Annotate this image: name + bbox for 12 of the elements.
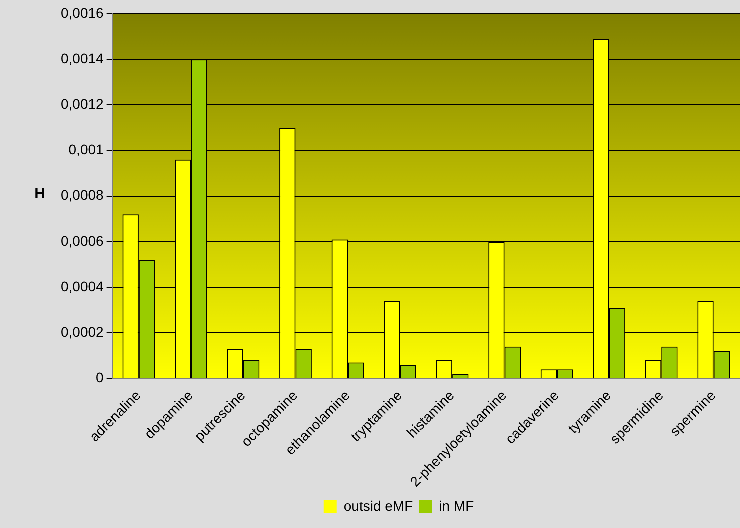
y-tick-label: 0,0014 bbox=[60, 50, 104, 66]
y-tick-label: 0,0006 bbox=[60, 232, 104, 249]
y-tick-label: 0,0012 bbox=[60, 96, 104, 112]
legend-label: outsid eMF bbox=[344, 498, 414, 514]
y-tick-label: 0,001 bbox=[68, 142, 104, 158]
y-tick-label: 0 bbox=[96, 370, 104, 386]
y-tick-label: 0,0008 bbox=[60, 187, 104, 204]
y-tick-label: 0,0016 bbox=[60, 4, 104, 21]
legend-label: in MF bbox=[439, 498, 474, 514]
y-tick-label: 0,0004 bbox=[60, 278, 104, 294]
y-axis-title: H bbox=[34, 186, 46, 203]
y-tick-label: 0,0002 bbox=[60, 324, 104, 340]
